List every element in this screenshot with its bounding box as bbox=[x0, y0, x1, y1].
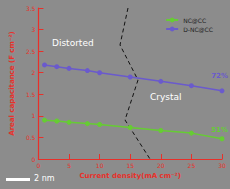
svg-text:Distorted: Distorted bbox=[52, 38, 94, 48]
svg-text:Crystal: Crystal bbox=[150, 92, 182, 102]
svg-text:0: 0 bbox=[32, 156, 36, 163]
svg-text:5: 5 bbox=[67, 162, 71, 169]
svg-text:3.5: 3.5 bbox=[26, 5, 36, 12]
svg-text:2.5: 2.5 bbox=[26, 48, 36, 55]
svg-text:2: 2 bbox=[32, 69, 36, 76]
svg-text:10: 10 bbox=[96, 162, 104, 169]
svg-text:D-NC@CC: D-NC@CC bbox=[183, 26, 213, 34]
svg-text:30: 30 bbox=[218, 162, 226, 169]
svg-text:0.5: 0.5 bbox=[26, 134, 36, 141]
svg-text:51%: 51% bbox=[211, 126, 228, 134]
svg-text:25: 25 bbox=[188, 162, 196, 169]
svg-text:20: 20 bbox=[157, 162, 165, 169]
svg-text:NC@CC: NC@CC bbox=[183, 17, 206, 25]
svg-text:1.5: 1.5 bbox=[26, 91, 36, 98]
svg-text:2 nm: 2 nm bbox=[34, 174, 55, 183]
svg-text:3: 3 bbox=[32, 26, 36, 33]
svg-text:Current density(mA cm⁻²): Current density(mA cm⁻²) bbox=[79, 172, 181, 180]
svg-text:Areal capacitance (F cm⁻²): Areal capacitance (F cm⁻²) bbox=[8, 31, 16, 136]
svg-text:1: 1 bbox=[32, 112, 36, 119]
svg-text:15: 15 bbox=[126, 162, 134, 169]
svg-text:0: 0 bbox=[37, 162, 41, 169]
svg-text:72%: 72% bbox=[211, 72, 228, 80]
